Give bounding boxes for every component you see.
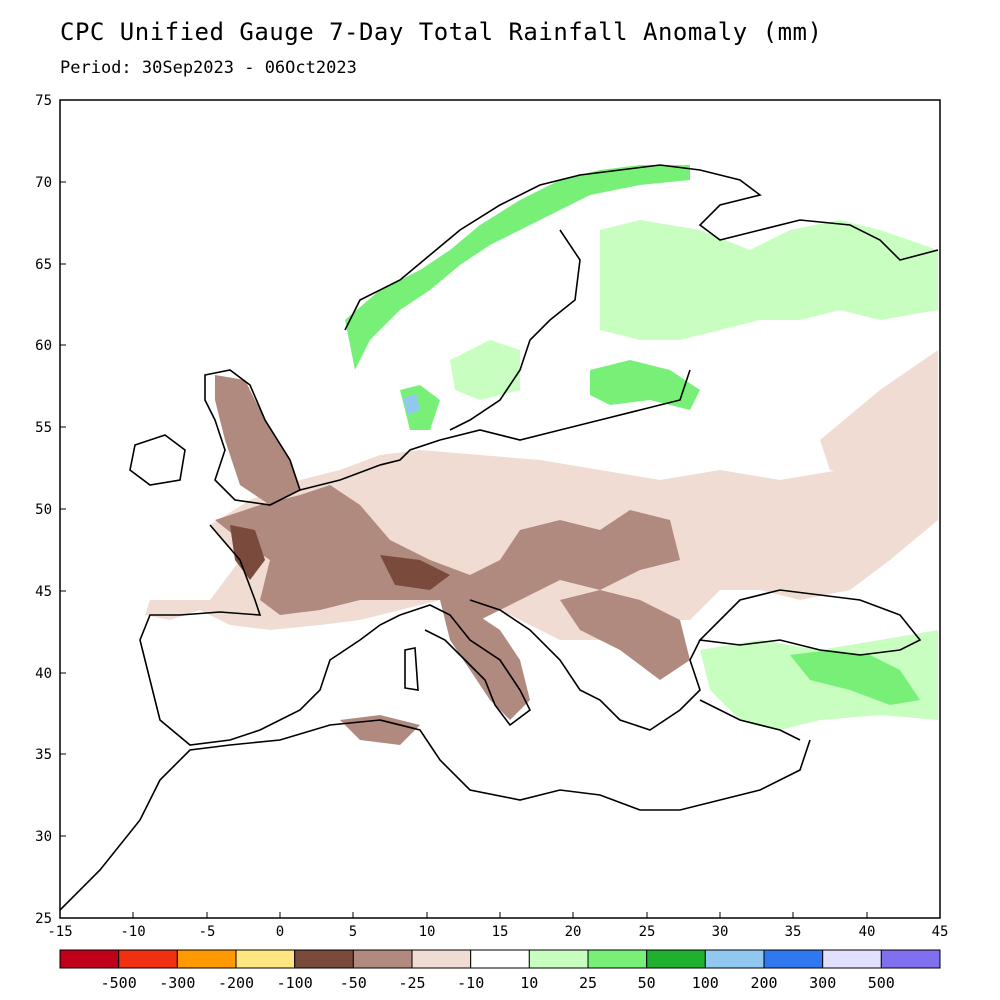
lon-tick-5: 5: [349, 924, 357, 940]
coast-sardinia-corsica: [404, 647, 419, 691]
colorbar-swatch-1: [59, 949, 120, 969]
colorbar-swatch-7: [411, 949, 472, 969]
colorbar: -500 -300 -200 -100 -50 -25 -10 10 25 50…: [59, 949, 941, 992]
coast-ireland: [129, 434, 186, 486]
colorbar-swatch-15: [880, 949, 941, 969]
colorbar-swatch-4: [235, 949, 296, 969]
lat-tick-60: 60: [35, 338, 52, 354]
wet-anomaly-turkey-strong: [790, 650, 920, 705]
lon-tick-40: 40: [859, 924, 876, 940]
colorbar-swatch-6: [352, 949, 413, 969]
colorbar-swatch-14: [822, 949, 882, 969]
dry-anomaly-strong-france: [230, 525, 265, 580]
lat-tick-40: 40: [35, 666, 52, 682]
lon-tick-35: 35: [785, 924, 802, 940]
coast-gulf-of-bothnia: [449, 229, 581, 431]
lon-tick-10: 10: [419, 924, 436, 940]
colorbar-label-13: 300: [809, 974, 836, 992]
colorbar-label-8: 10: [520, 974, 538, 992]
coast-north-africa: [60, 719, 811, 911]
lon-tick-30: 30: [712, 924, 729, 940]
lon-tick-45: 45: [932, 924, 949, 940]
dry-anomaly-strong-alps: [380, 555, 450, 590]
colorbar-swatch-12: [704, 949, 765, 969]
lon-tick-0: 0: [276, 924, 284, 940]
lat-tick-65: 65: [35, 257, 52, 273]
coast-scandinavia: [344, 164, 939, 331]
colorbar-label-5: -50: [340, 974, 367, 992]
coast-france-iberia: [139, 524, 401, 746]
coast-baltic-south: [439, 369, 691, 441]
colorbar-label-14: 500: [868, 974, 895, 992]
coast-turkey-south: [699, 699, 801, 741]
coast-italy: [399, 604, 532, 727]
lat-tick-45: 45: [35, 584, 52, 600]
map-plot-area: [145, 165, 938, 745]
period-subtitle: Period: 30Sep2023 - 06Oct2023: [60, 58, 357, 78]
wet-anomaly-norway-coast: [345, 165, 690, 370]
coastlines: [60, 164, 939, 911]
colorbar-label-3: -200: [218, 974, 254, 992]
coast-adriatic-balkans: [469, 599, 701, 731]
colorbar-swatch-2: [118, 949, 178, 969]
dry-anomaly-medium-france-alps: [215, 485, 680, 620]
colorbar-label-9: 25: [579, 974, 597, 992]
lon-tick-m10: -10: [120, 924, 145, 940]
lat-tick-70: 70: [35, 175, 52, 191]
coast-uk: [204, 369, 301, 506]
lon-tick-m15: -15: [47, 924, 72, 940]
colorbar-swatch-5: [294, 949, 354, 969]
wet-anomaly-baltic: [590, 360, 700, 410]
lat-tick-55: 55: [35, 420, 52, 436]
dry-anomaly-balkans: [560, 590, 690, 680]
colorbar-label-12: 200: [750, 974, 777, 992]
map-title: CPC Unified Gauge 7-Day Total Rainfall A…: [60, 18, 823, 46]
lat-tick-30: 30: [35, 829, 52, 845]
wet-anomaly-scandinavia: [600, 220, 938, 340]
wet-anomaly-sweden-south: [450, 340, 520, 400]
colorbar-label-11: 100: [692, 974, 719, 992]
lat-tick-35: 35: [35, 747, 52, 763]
lon-tick-20: 20: [565, 924, 582, 940]
colorbar-swatch-10: [587, 949, 648, 969]
lon-tick-15: 15: [492, 924, 509, 940]
wet-anomaly-denmark-blue: [403, 394, 420, 415]
colorbar-label-6: -25: [398, 974, 425, 992]
dry-anomaly-russia: [820, 350, 938, 480]
colorbar-swatch-3: [176, 949, 237, 969]
colorbar-label-2: -300: [159, 974, 195, 992]
lat-axis: 75 70 65 60 55 50 45 40 35 30 25: [35, 93, 66, 927]
lat-tick-75: 75: [35, 93, 52, 109]
lon-axis: -15 -10 -5 0 5 10 15 20 25 30 35 40 45: [47, 912, 948, 940]
coast-black-sea: [698, 589, 922, 656]
lat-tick-25: 25: [35, 911, 52, 927]
colorbar-swatch-11: [646, 949, 706, 969]
dry-anomaly-uk-light: [215, 375, 300, 505]
colorbar-swatch-9: [528, 949, 589, 969]
colorbar-label-4: -100: [277, 974, 313, 992]
lon-tick-m5: -5: [199, 924, 216, 940]
lat-tick-50: 50: [35, 502, 52, 518]
colorbar-swatch-13: [763, 949, 824, 969]
colorbar-label-7: -10: [457, 974, 484, 992]
colorbar-label-1: -500: [101, 974, 137, 992]
colorbar-label-10: 50: [638, 974, 656, 992]
lon-tick-25: 25: [639, 924, 656, 940]
colorbar-swatch-8: [470, 949, 530, 969]
coast-western-europe: [299, 439, 441, 491]
